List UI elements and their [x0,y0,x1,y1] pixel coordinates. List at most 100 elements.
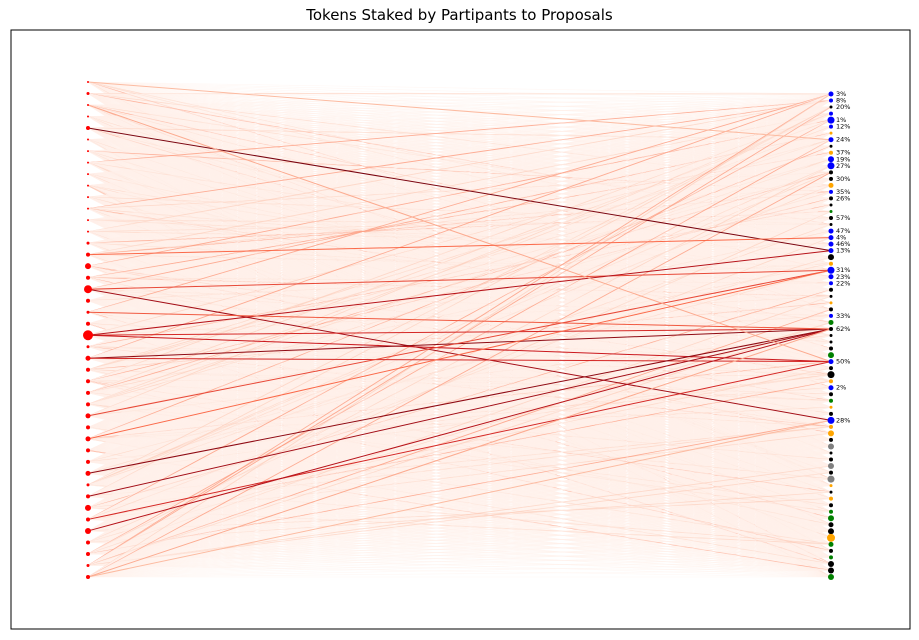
stake-edge [87,341,832,578]
stake-edge [87,557,832,578]
stake-edge [87,185,832,578]
stake-edge [87,119,832,325]
stake-edge [87,106,832,313]
participant-node [86,126,90,131]
stake-edge [87,100,832,152]
stake-edge [87,100,832,210]
edge-layer [87,81,832,578]
proposal-node [828,443,834,450]
stake-edge-strong [87,328,832,474]
proposal-label: 50% [836,358,850,366]
stake-edge [87,296,832,578]
participant-node [83,330,93,341]
proposal-node [829,105,833,109]
proposal-label: 26% [836,194,850,202]
proposal-label: 12% [836,123,850,131]
stake-edge [87,126,832,255]
participant-node [87,104,89,107]
participant-node [86,483,90,487]
participant-node [84,285,92,294]
stake-edge [87,367,832,578]
stake-edge [87,478,832,578]
participant-node [86,390,90,395]
stake-edge [87,93,832,543]
proposal-node [829,98,833,103]
stake-edge [87,113,832,232]
stake-edge [87,465,832,578]
stake-edge [87,93,832,474]
proposal-label: 1% [836,116,846,124]
stake-edge [87,100,832,221]
stake-edge [87,93,832,114]
stake-edge [87,498,832,578]
stake-edge [87,93,832,152]
proposal-label: 4% [836,234,846,242]
proposal-node-layer [827,91,835,580]
proposal-node [828,541,834,547]
stake-edge [87,93,832,428]
proposal-label: 57% [836,214,850,222]
stake-edge [87,119,832,255]
stake-edge [87,100,832,175]
stake-edge [87,106,832,278]
stake-edge [87,106,832,221]
proposal-node [829,334,833,337]
stake-edge [87,119,832,129]
proposal-node [829,366,833,371]
proposal-node [829,424,833,429]
stake-edge-strong [87,361,832,520]
stake-edge [87,145,832,555]
stake-edge [87,81,832,121]
stake-edge [87,93,832,325]
participant-node [86,321,90,326]
stake-edge [87,126,832,140]
stake-edge [87,100,832,233]
stake-edge [87,230,832,578]
proposal-node [828,430,834,437]
proposal-label: 22% [836,279,850,287]
stake-edge [87,113,832,175]
proposal-node [829,203,833,207]
stake-edge-strong [87,127,832,252]
proposal-node [828,319,834,325]
stake-edge-strong [87,328,832,532]
stake-edge [87,570,832,578]
proposal-node [828,254,834,261]
stake-edge [87,400,832,578]
stake-edge [87,100,832,117]
proposal-node [829,509,833,514]
stake-edge [87,100,832,140]
stake-edge [87,407,832,578]
participant-node [87,207,89,210]
proposal-node [829,457,833,462]
participant-node [87,161,89,164]
proposal-node [829,326,833,331]
proposal-label: 35% [836,188,850,196]
stake-edge [87,354,832,578]
participant-node [86,252,90,257]
proposal-label: 19% [836,155,850,163]
stake-edge [87,106,832,566]
stake-edge-strong [87,81,832,141]
proposal-node [829,294,833,298]
participant-node [86,448,90,453]
proposal-node [829,189,833,194]
proposal-node [829,111,833,116]
proposal-node [829,405,833,409]
participant-node [87,184,89,187]
stake-edge [87,126,832,209]
participant-node [86,298,90,303]
stake-edge [87,113,832,186]
stake-edge [87,119,832,302]
proposal-node [827,416,835,424]
stake-edge [87,93,832,267]
stake-edge [87,537,832,578]
participant-node [86,275,90,280]
stake-edge [87,171,832,578]
stake-edge [87,93,832,121]
stake-edge [87,106,832,232]
stake-edge [87,119,832,198]
proposal-node [828,560,834,567]
proposal-node [828,385,834,391]
proposal-label: 46% [836,240,850,248]
